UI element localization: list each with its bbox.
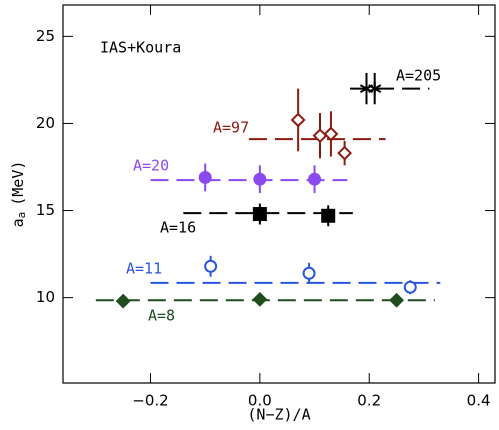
series-label: A=205 <box>396 67 441 85</box>
marker <box>403 280 417 294</box>
x-tick-label: 0.0 <box>248 392 272 410</box>
marker <box>198 170 212 184</box>
marker <box>204 259 218 273</box>
marker <box>368 81 382 96</box>
series-label: A=11 <box>126 260 162 278</box>
marker <box>323 126 339 142</box>
marker <box>337 145 353 161</box>
x-tick-label: −0.2 <box>132 392 168 410</box>
marker <box>252 291 268 307</box>
x-axis-label: (N−Z)/A <box>247 406 310 424</box>
y-tick-label: 15 <box>36 201 55 219</box>
y-tick-label: 20 <box>36 114 55 132</box>
marker <box>308 172 322 186</box>
series-label: A=8 <box>148 307 175 325</box>
marker <box>115 293 131 309</box>
marker <box>302 266 316 280</box>
y-tick-label: 25 <box>36 27 55 45</box>
marker <box>389 292 404 308</box>
marker <box>252 207 267 222</box>
x-tick-label: 0.4 <box>467 392 491 410</box>
y-label-sub: a <box>15 212 28 219</box>
marker <box>290 112 306 128</box>
y-tick-label: 10 <box>36 288 55 306</box>
marker <box>321 208 336 223</box>
series-label: A=97 <box>213 119 249 137</box>
series-label: A=16 <box>160 219 196 237</box>
y-label-main: a <box>9 218 27 227</box>
y-label-unit: (MeV) <box>9 161 27 206</box>
marker <box>253 172 267 186</box>
y-axis-label: aa (MeV) <box>9 161 29 228</box>
series-label: A=20 <box>133 157 169 175</box>
annotation: IAS+Koura <box>100 39 181 57</box>
x-tick-label: 0.2 <box>357 392 381 410</box>
plot-frame <box>62 4 496 384</box>
